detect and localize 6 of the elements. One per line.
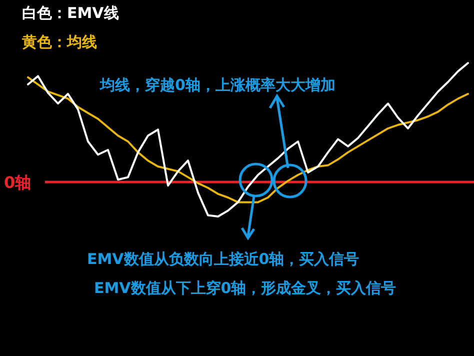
text: EMV数值从下上穿0轴，形成金叉，买入信号 [94, 279, 396, 297]
annotation: 均线，穿越0轴，上涨概率大大增加 [99, 76, 336, 94]
ref-line-label: 0轴 [4, 173, 32, 192]
text: EMV数值从负数向上接近0轴，买入信号 [87, 250, 360, 268]
text: 白色：EMV线 [22, 4, 119, 22]
series-label: 黄色：均线 [21, 33, 97, 51]
